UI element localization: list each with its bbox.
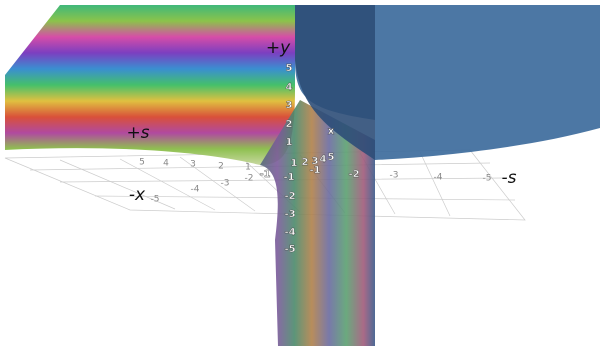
- s-tick-label: 5: [328, 152, 335, 163]
- y-tick-label: -3: [284, 209, 295, 220]
- axis-label: +s: [126, 123, 149, 143]
- rainbow-surface: [5, 5, 295, 165]
- axis-label: x: [328, 126, 335, 137]
- s-tick-label: 3: [312, 156, 319, 167]
- s-tick-label: 5: [139, 158, 145, 168]
- y-tick-label: 3: [286, 100, 293, 111]
- s-tick-label: -3: [390, 171, 399, 181]
- axis-label: -x: [129, 185, 146, 205]
- y-tick-label: 4: [286, 82, 293, 93]
- s-tick-label: 2: [302, 157, 309, 168]
- rainbow-column: [260, 100, 375, 346]
- s-tick-label: 4: [320, 154, 327, 165]
- y-tick-label: 5: [286, 63, 293, 74]
- y-tick-label: 2: [286, 119, 293, 130]
- s-tick-label: 4: [163, 159, 169, 169]
- x-tick-label: -1: [259, 169, 270, 180]
- s-tick-label: 2: [218, 162, 224, 172]
- s-tick-label: -4: [434, 173, 443, 183]
- axis-label: +y: [266, 38, 291, 58]
- s-tick-label: 1: [245, 163, 251, 173]
- s-tick-label: -5: [483, 174, 492, 184]
- s-tick-label: -1: [309, 165, 320, 176]
- x-tick-label: -2: [245, 174, 254, 184]
- s-tick-label: 1: [291, 158, 298, 169]
- y-tick-label: -1: [283, 172, 294, 183]
- s-tick-label: -2: [348, 169, 359, 180]
- x-tick-label: -3: [221, 179, 230, 189]
- blue-front: [295, 5, 375, 160]
- s-tick-label: 3: [190, 160, 196, 170]
- y-tick-label: -2: [284, 191, 295, 202]
- y-tick-label: 1: [286, 137, 293, 148]
- y-tick-label: -4: [284, 227, 295, 238]
- x-tick-label: -5: [151, 195, 160, 205]
- y-tick-label: -5: [284, 244, 295, 255]
- axis-label: -s: [502, 168, 517, 188]
- x-tick-label: -4: [191, 185, 200, 195]
